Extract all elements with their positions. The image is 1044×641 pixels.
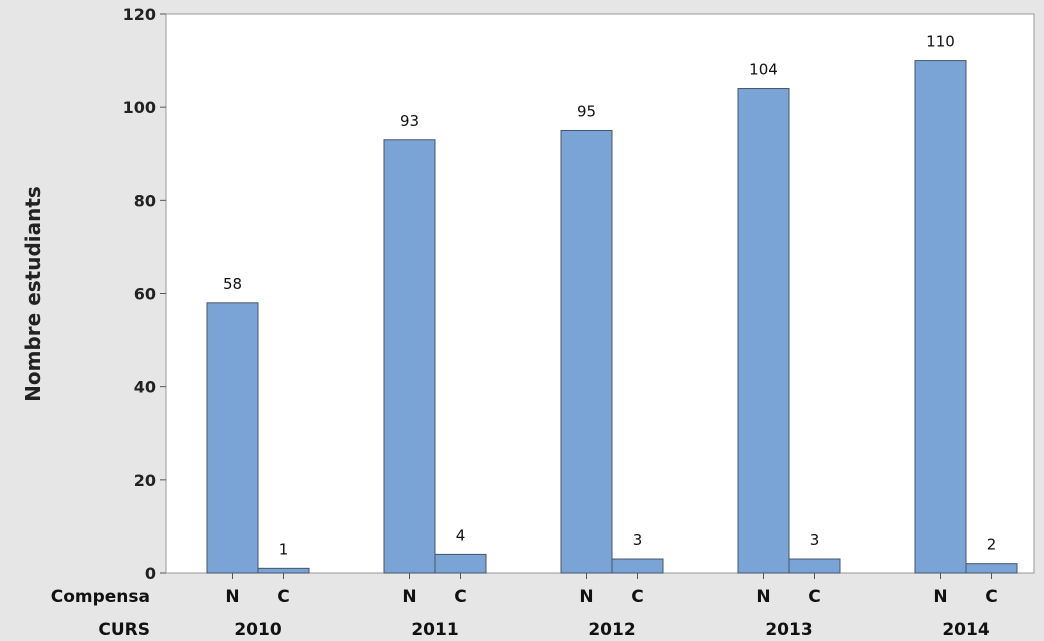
y-tick-label: 120 xyxy=(123,5,156,24)
data-label-2014-C: 2 xyxy=(987,536,997,554)
inner-category-label: N xyxy=(402,587,416,607)
data-label-2013-N: 104 xyxy=(749,61,778,79)
group-label-2012: 2012 xyxy=(588,620,635,640)
bar-2011-C xyxy=(434,553,487,574)
data-label-2012-N: 95 xyxy=(577,102,596,120)
bar-2010-N xyxy=(206,302,259,574)
bar-2014-N xyxy=(914,60,967,574)
inner-category-label: C xyxy=(985,587,997,607)
bar-2013-N xyxy=(737,88,790,574)
data-labels-layer: 58 1 93 4 95 3 104 3 110 2 xyxy=(223,33,996,559)
bar-2011-N xyxy=(383,139,436,574)
data-label-2011-N: 93 xyxy=(400,112,419,130)
inner-category-label: N xyxy=(579,587,593,607)
bars-layer xyxy=(206,60,1018,574)
inner-category-label: C xyxy=(277,587,289,607)
group-label-2011: 2011 xyxy=(411,620,458,640)
data-label-2012-C: 3 xyxy=(633,531,643,549)
inner-category-label: N xyxy=(225,587,239,607)
data-label-2011-C: 4 xyxy=(456,526,466,544)
y-tick-label: 0 xyxy=(145,564,156,583)
outer-axis-title: CURS xyxy=(98,620,150,640)
y-axis-title: Nombre estudiants xyxy=(21,186,45,402)
inner-category-label: N xyxy=(756,587,770,607)
group-label-2013: 2013 xyxy=(765,620,812,640)
inner-category-label: C xyxy=(808,587,820,607)
x-axis: N C 2010 N C 2011 N C 2012 N C 2013 N C 2014 xyxy=(225,573,998,640)
group-label-2014: 2014 xyxy=(942,620,989,640)
y-tick-label: 20 xyxy=(134,471,156,490)
data-label-2013-C: 3 xyxy=(810,531,820,549)
y-axis: 0 20 40 60 80 100 120 xyxy=(123,5,166,583)
y-tick-label: 60 xyxy=(134,285,156,304)
y-tick-label: 40 xyxy=(134,378,156,397)
bar-2012-C xyxy=(611,558,664,574)
data-label-2010-N: 58 xyxy=(223,275,242,293)
inner-category-label: C xyxy=(631,587,643,607)
inner-category-label: C xyxy=(454,587,466,607)
inner-category-label: N xyxy=(933,587,947,607)
data-label-2014-N: 110 xyxy=(926,33,955,51)
y-tick-label: 100 xyxy=(123,98,156,117)
bar-2012-N xyxy=(560,129,613,574)
inner-axis-title: Compensa xyxy=(51,587,150,607)
bar-2014-C xyxy=(965,563,1018,574)
group-label-2010: 2010 xyxy=(234,620,281,640)
bar-2013-C xyxy=(788,558,841,574)
bar-2010-C xyxy=(257,567,310,574)
y-tick-label: 80 xyxy=(134,191,156,210)
data-label-2010-C: 1 xyxy=(279,540,289,558)
